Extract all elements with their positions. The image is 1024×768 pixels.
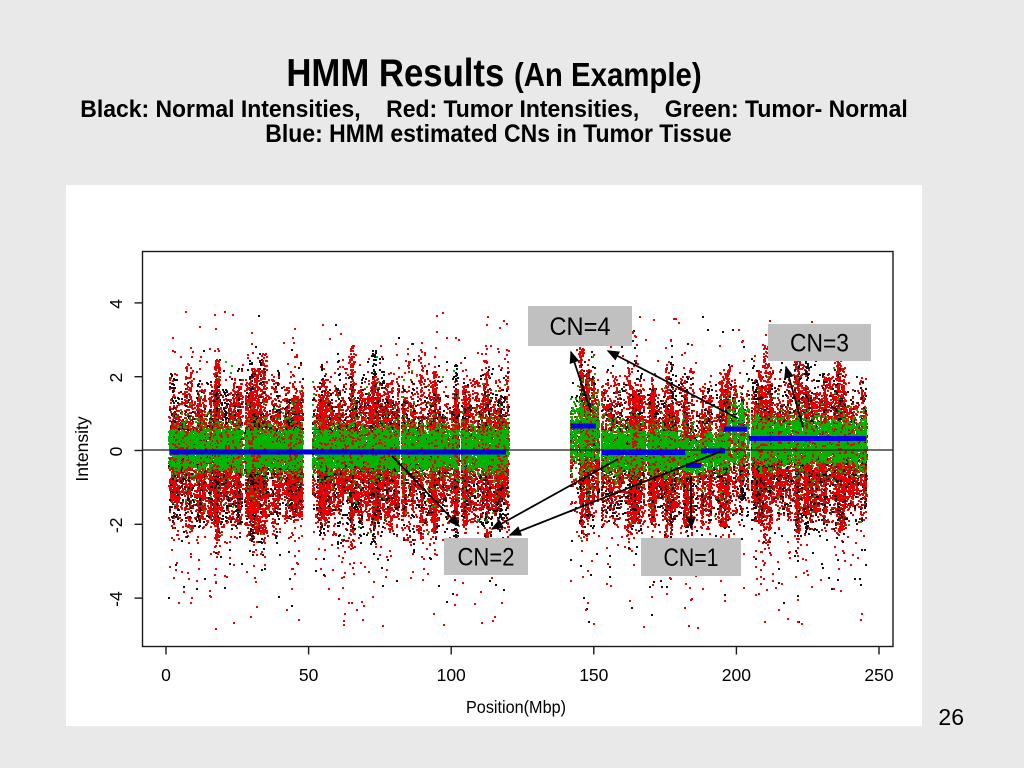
svg-text:2: 2 xyxy=(106,373,126,383)
svg-text:250: 250 xyxy=(864,665,893,685)
svg-text:100: 100 xyxy=(437,665,466,685)
svg-text:CN=4: CN=4 xyxy=(550,313,611,341)
svg-text:CN=3: CN=3 xyxy=(790,330,849,358)
svg-text:-2: -2 xyxy=(106,518,126,534)
svg-text:0: 0 xyxy=(161,665,171,685)
svg-text:0: 0 xyxy=(106,446,126,456)
svg-text:Position(Mbp): Position(Mbp) xyxy=(466,697,566,717)
svg-text:200: 200 xyxy=(722,665,751,685)
svg-text:Intensity: Intensity xyxy=(72,416,92,481)
svg-text:CN=2: CN=2 xyxy=(458,544,515,572)
svg-text:CN=1: CN=1 xyxy=(664,544,719,572)
svg-text:4: 4 xyxy=(106,299,126,309)
svg-text:150: 150 xyxy=(579,665,608,685)
svg-text:-4: -4 xyxy=(106,591,126,607)
svg-text:50: 50 xyxy=(299,665,319,685)
